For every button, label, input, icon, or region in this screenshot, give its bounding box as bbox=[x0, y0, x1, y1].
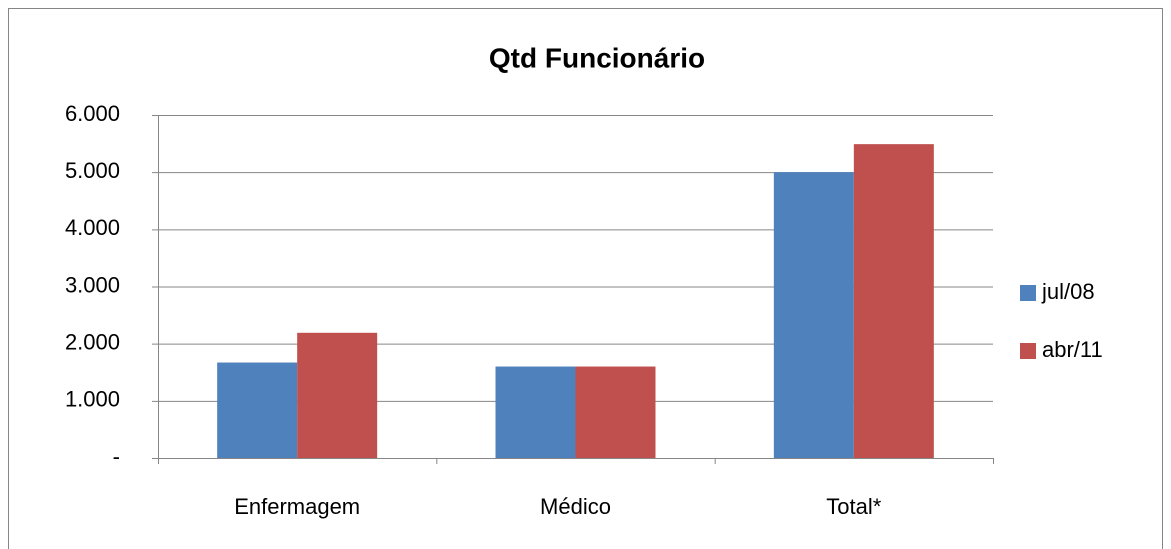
y-tick-label: 3.000 bbox=[65, 272, 120, 297]
x-tick-label: Total* bbox=[826, 494, 881, 519]
y-tick-label: 5.000 bbox=[65, 158, 120, 183]
bar bbox=[853, 144, 934, 458]
legend-label: jul/08 bbox=[1041, 279, 1095, 304]
x-tick-label: Enfermagem bbox=[234, 494, 360, 519]
y-tick-label: 6.000 bbox=[65, 101, 120, 126]
y-tick-label: 1.000 bbox=[65, 387, 120, 412]
bar bbox=[575, 366, 656, 458]
chart-border bbox=[8, 8, 1163, 549]
x-tick-label: Médico bbox=[540, 494, 611, 519]
legend-swatch bbox=[1020, 343, 1036, 359]
chart-title: Qtd Funcionário bbox=[489, 42, 705, 73]
bar bbox=[495, 366, 576, 458]
legend-swatch bbox=[1020, 285, 1036, 301]
bar bbox=[773, 172, 854, 458]
bar bbox=[297, 332, 378, 458]
y-tick-label: 4.000 bbox=[65, 215, 120, 240]
bar bbox=[217, 362, 298, 458]
y-tick-label: 2.000 bbox=[65, 329, 120, 354]
legend-label: abr/11 bbox=[1042, 337, 1103, 362]
y-tick-label: - bbox=[113, 444, 120, 469]
